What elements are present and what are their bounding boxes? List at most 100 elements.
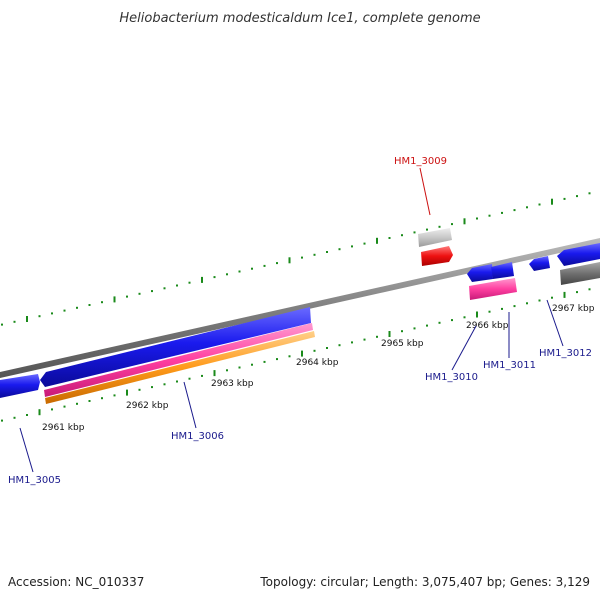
inner-minor-tick [276,358,278,361]
gene-hm1-3009-bar[interactable] [421,246,453,266]
map-title: Heliobacterium modesticaldum Ice1, compl… [119,11,480,26]
gene-label-hm1-3011[interactable]: HM1_3011 [483,360,536,371]
leader-hm1-3009 [419,167,431,216]
outer-minor-tick [238,270,241,273]
inner-minor-tick [263,360,266,363]
inner-minor-tick [201,374,203,377]
outer-minor-tick [176,284,178,287]
outer-major-tick [26,316,28,322]
outer-minor-tick [451,223,453,226]
genome-stats-text: Topology: circular; Length: 3,075,407 bp… [259,575,590,589]
inner-minor-tick [588,288,591,291]
inner-major-tick [563,291,566,298]
outer-minor-tick [501,211,503,214]
outer-minor-tick [38,315,41,318]
inner-minor-tick [26,414,28,416]
inner-minor-tick [513,305,516,308]
leader-hm1-3010 [451,325,477,371]
gene-hm1-3009-gray-bar[interactable] [418,228,452,247]
gene-far-right-gray-bar[interactable] [560,262,600,285]
tick-label-2965: 2965 kbp [381,339,424,349]
inner-minor-tick [338,344,341,347]
inner-minor-tick [376,335,378,338]
inner-minor-tick [13,416,16,419]
leader-hm1-3005 [19,427,34,473]
outer-major-tick [288,257,291,264]
leader-hm1-3006 [183,381,197,429]
inner-minor-tick [426,324,428,327]
gene-hm1-3011-pink-bar[interactable] [469,278,517,300]
gene-label-hm1-3010[interactable]: HM1_3010 [425,372,478,383]
outer-major-tick [376,237,378,244]
inner-minor-tick [238,366,241,369]
inner-minor-tick [88,400,91,402]
inner-minor-tick [438,321,441,324]
gene-hm1-3006-bar[interactable] [40,307,311,387]
outer-minor-tick [226,273,228,276]
inner-minor-tick [138,388,141,391]
inner-major-tick [476,311,478,318]
outer-minor-tick [351,245,353,248]
inner-minor-tick [488,310,491,313]
gene-hm1-3010-bar[interactable] [467,264,493,282]
gene-hm1-3005-bar[interactable] [0,374,40,398]
outer-minor-tick [526,206,528,209]
gene-far-right-blue-bar[interactable] [557,243,600,266]
inner-major-tick [213,370,216,377]
inner-minor-tick [401,330,403,333]
gene-label-hm1-3005[interactable]: HM1_3005 [8,475,61,486]
inner-major-tick [388,331,391,337]
outer-minor-tick [326,251,328,253]
genome-backbone [0,238,600,378]
inner-minor-tick [413,327,416,330]
tick-row-outer [1,192,591,326]
outer-minor-tick [313,253,316,256]
outer-major-tick [113,296,116,303]
inner-minor-tick [51,408,53,411]
outer-major-tick [201,276,203,283]
gene-rrna-pink-bar[interactable] [44,323,313,397]
inner-minor-tick [526,302,528,305]
outer-minor-tick [163,287,166,290]
inner-minor-tick [551,296,553,299]
outer-minor-tick [538,203,541,206]
outer-minor-tick [588,192,591,195]
outer-minor-tick [338,248,341,251]
inner-minor-tick [76,402,78,405]
tick-row-inner [1,288,591,422]
inner-minor-tick [451,319,453,322]
inner-minor-tick [226,369,228,372]
gene-group-forward [418,228,600,300]
outer-minor-tick [488,214,491,217]
outer-minor-tick [426,228,428,231]
outer-minor-tick [413,231,416,234]
gene-labels: HM1_3005 HM1_3006 HM1_3009 HM1_3010 HM1_… [8,156,592,486]
inner-minor-tick [463,316,466,319]
gene-rrna-orange-bar[interactable] [45,331,315,404]
gene-label-hm1-3006[interactable]: HM1_3006 [171,431,224,442]
gene-label-hm1-3009[interactable]: HM1_3009 [394,156,447,167]
outer-major-tick [551,198,553,205]
outer-minor-tick [76,306,78,309]
gene-hm1-3012-bar[interactable] [529,256,550,271]
inner-minor-tick [151,386,153,389]
outer-minor-tick [151,290,153,293]
tick-label-2966: 2966 kbp [466,321,509,331]
outer-minor-tick [263,264,266,267]
outer-minor-tick [513,209,516,212]
outer-minor-tick [101,301,103,304]
inner-minor-tick [163,383,166,386]
outer-minor-tick [138,292,141,295]
outer-minor-tick [1,323,3,326]
accession-text: Accession: NC_010337 [8,575,144,589]
inner-minor-tick [326,347,328,349]
gene-label-hm1-3012[interactable]: HM1_3012 [539,348,592,359]
inner-minor-tick [313,349,316,352]
outer-minor-tick [388,237,391,239]
outer-minor-tick [401,234,403,237]
label-leaders [19,167,564,473]
gene-hm1-3011-bar[interactable] [491,262,514,279]
outer-minor-tick [51,312,53,315]
tick-label-2962: 2962 kbp [126,401,169,411]
